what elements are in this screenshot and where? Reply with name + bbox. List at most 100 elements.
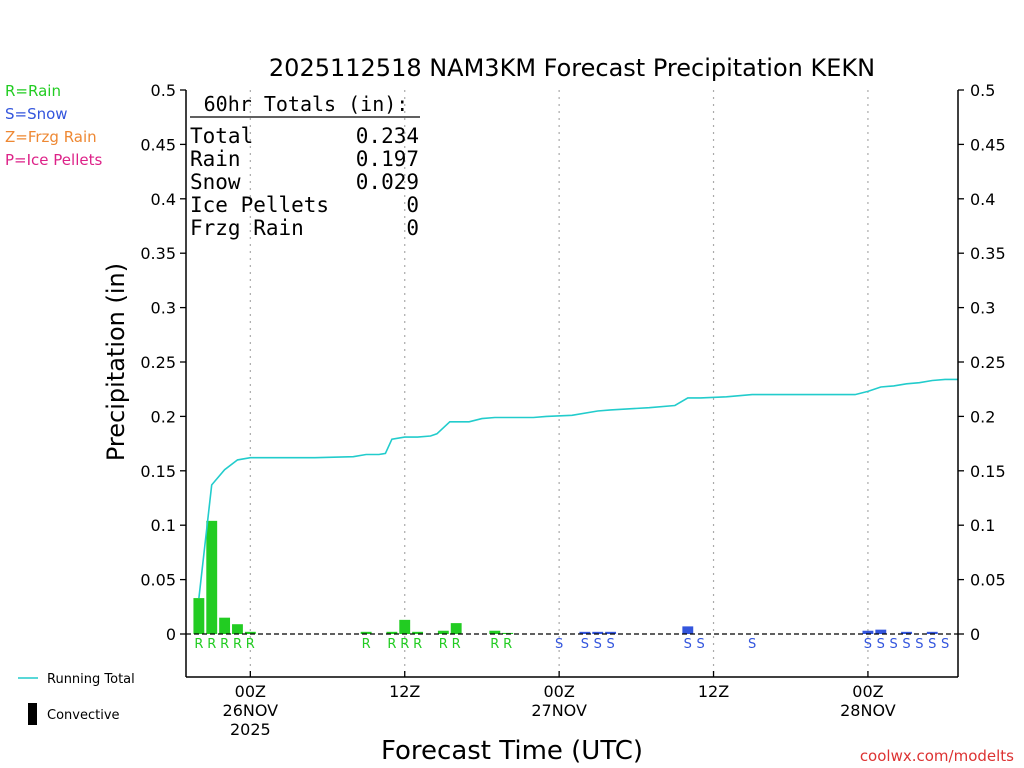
bar-19 [901, 631, 912, 634]
bar-8 [412, 631, 424, 634]
x-axis-label: Forecast Time (UTC) [381, 736, 643, 766]
ptype-marker: S [890, 637, 898, 652]
bars [193, 520, 938, 634]
y-axis-label: Precipitation (in) [102, 263, 130, 461]
totals-row-value: 0 [406, 193, 419, 217]
x-tick-label: 28NOV [840, 701, 896, 720]
y-tick-label-right: 0.4 [970, 190, 995, 209]
x-tick-label: 12Z [389, 682, 420, 701]
bar-14 [592, 631, 604, 634]
totals-row-label: Rain [190, 147, 241, 171]
bar-5 [360, 631, 372, 634]
y-tick-label-left: 0.3 [151, 299, 176, 318]
ptype-marker: S [915, 637, 923, 652]
x-tick-label: 27NOV [531, 701, 587, 720]
x-tick-label: 00Z [852, 682, 883, 701]
ptype-legend: R=Rain S=Snow Z=Frzg Rain P=Ice Pellets [5, 82, 102, 169]
ptype-marker: R [400, 637, 409, 652]
ptype-marker: R [413, 637, 422, 652]
x-tick-label: 26NOV [223, 701, 279, 720]
ptype-marker: R [362, 637, 371, 652]
x-tick-label: 12Z [698, 682, 729, 701]
y-tick-label-right: 0.2 [970, 407, 995, 426]
ptype-marker: S [594, 637, 602, 652]
gridlines [249, 90, 869, 677]
totals-row-value: 0.029 [356, 170, 419, 194]
y-tick-label-left: 0.35 [140, 244, 176, 263]
y-tick-label-left: 0.5 [151, 81, 176, 100]
ptype-marker: R [220, 637, 229, 652]
ptype-marker: R [439, 637, 448, 652]
ptype-legend-entry: P=Ice Pellets [5, 151, 102, 169]
totals-row-label: Total [190, 124, 253, 148]
bar-11 [489, 630, 501, 634]
bar-13 [579, 631, 591, 634]
y-tick-label-right: 0.05 [970, 571, 1006, 590]
ptype-marker: S [684, 637, 692, 652]
bar-4 [244, 631, 256, 634]
y-tick-label-left: 0.25 [140, 353, 176, 372]
bar-1 [206, 520, 218, 634]
y-tick-label-right: 0 [970, 625, 980, 644]
totals-header: 60hr Totals (in): [204, 92, 409, 116]
ptype-marker: S [555, 637, 563, 652]
ptype-marker: S [928, 637, 936, 652]
x-tick-label: 00Z [543, 682, 574, 701]
ptype-marker: R [233, 637, 242, 652]
ptype-marker: S [864, 637, 872, 652]
ptype-marker: R [452, 637, 461, 652]
y-tick-label-left: 0 [166, 625, 176, 644]
y-tick-label-right: 0.25 [970, 353, 1006, 372]
bar-20 [926, 631, 938, 634]
bar-10 [450, 623, 462, 634]
bar-3 [232, 624, 243, 634]
totals-row-value: 0.234 [356, 124, 419, 148]
ptype-marker: S [902, 637, 910, 652]
bar-9 [437, 630, 449, 634]
bar-7 [399, 619, 411, 634]
bar-0 [193, 598, 205, 634]
y-tick-label-left: 0.15 [140, 462, 176, 481]
ptype-legend-entry: S=Snow [5, 105, 68, 123]
ptype-marker: S [877, 637, 885, 652]
running-total-polyline [198, 378, 958, 599]
series-legend-label: Convective [47, 708, 120, 723]
ptype-marker: S [697, 637, 705, 652]
running-total-line [198, 378, 958, 599]
ptype-marker: R [503, 637, 512, 652]
bar-2 [219, 617, 231, 634]
y-tick-labels: 0 00.05 0.050.1 0.10.15 0.150.2 0.20.25 0.250.… [140, 81, 1005, 644]
bar-18 [875, 629, 887, 634]
ptype-marker: R [246, 637, 255, 652]
y-tick-label-left: 0.05 [140, 571, 176, 590]
bar-15 [605, 631, 617, 634]
totals-row-label: Snow [190, 170, 241, 194]
totals-row-label: Frzg Rain [190, 216, 304, 240]
axes [185, 90, 959, 678]
ptype-marker: R [490, 637, 499, 652]
bar-16 [682, 626, 694, 634]
bar-17 [862, 630, 874, 634]
ptype-marker: R [387, 637, 396, 652]
y-tick-label-left: 0.2 [151, 407, 176, 426]
y-tick-label-right: 0.3 [970, 299, 995, 318]
y-tick-label-left: 0.4 [151, 190, 176, 209]
ptype-marker: R [207, 637, 216, 652]
y-tick-label-left: 0.45 [140, 135, 176, 154]
totals-box: 60hr Totals (in): Total 0.234 Rain 0.197 Snow… [190, 92, 420, 240]
ptype-marker: S [606, 637, 614, 652]
y-tick-label-right: 0.35 [970, 244, 1006, 263]
x-tick-label: 2025 [230, 720, 271, 739]
series-legend: Running Total Convective [18, 672, 135, 725]
y-tick-label-right: 0.45 [970, 135, 1006, 154]
y-tick-label-left: 0.1 [151, 516, 176, 535]
y-tick-label-right: 0.15 [970, 462, 1006, 481]
credit-text: coolwx.com/modelts [860, 747, 1014, 765]
totals-row-label: Ice Pellets [190, 193, 329, 217]
totals-row-value: 0 [406, 216, 419, 240]
ptype-marker: S [748, 637, 756, 652]
convective-swatch [28, 703, 37, 725]
